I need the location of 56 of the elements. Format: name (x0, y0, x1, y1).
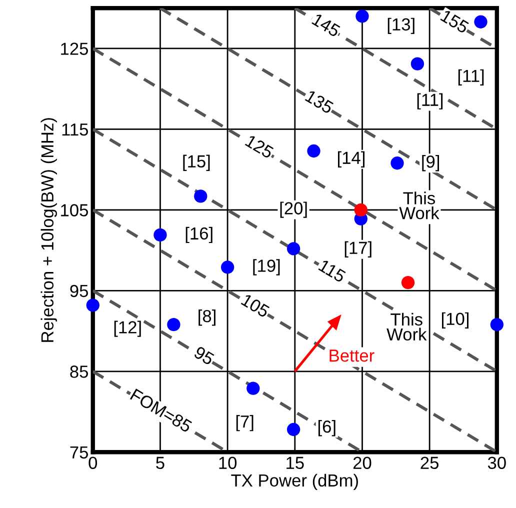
annotation: [11] (417, 93, 443, 110)
annotation: [12] (114, 320, 141, 337)
point (390, 156, 404, 170)
y-tick-label: 85 (70, 366, 88, 378)
annotation: Better (330, 350, 374, 362)
point (354, 203, 368, 217)
x-tick-label: 25 (420, 456, 438, 470)
point (410, 57, 424, 70)
x-tick-label: 0 (88, 456, 98, 470)
point (490, 318, 504, 332)
annotation: This Work (399, 192, 440, 220)
annotation: [6] (318, 420, 336, 436)
point (401, 276, 415, 290)
point (356, 10, 369, 23)
text: 125 (244, 134, 274, 159)
text: 135 (304, 90, 334, 114)
annotation: [17] (344, 241, 372, 258)
annotation: [9] (422, 155, 439, 172)
annotation: [7] (236, 414, 254, 432)
point (86, 298, 100, 312)
x-axis-title: TX Power (dBm) (231, 474, 358, 490)
point (167, 318, 180, 332)
annotation: [15] (183, 154, 210, 171)
annotation: [8] (198, 310, 216, 326)
point (286, 422, 300, 436)
annotation: [13] (388, 18, 414, 34)
x-tick-label: 20 (353, 456, 372, 470)
text: 155 (440, 10, 470, 34)
point (246, 382, 260, 395)
annotation: [16] (186, 226, 212, 244)
annotation: [19] (253, 259, 280, 276)
x-tick-label: 5 (156, 456, 164, 470)
x-tick-label: 10 (219, 456, 237, 470)
annotation: [11] (458, 69, 484, 86)
text: 105 (240, 294, 270, 318)
y-tick-label: 95 (70, 284, 88, 298)
y-tick-label: 125 (61, 42, 88, 55)
y-axis-title: Rejection + 10log(BW) (MHz) (40, 118, 57, 342)
point (154, 228, 167, 242)
y-tick-label: 115 (62, 124, 88, 136)
annotation: This Work (386, 312, 427, 341)
text: 115 (318, 259, 346, 283)
y-tick-label: 75 (70, 446, 88, 459)
annotation: [10] (442, 312, 468, 328)
y-tick-label: 105 (61, 204, 88, 216)
annotation: [20] (280, 202, 307, 218)
point (220, 260, 234, 274)
text: 145 (312, 13, 341, 38)
text: 95 (193, 346, 215, 366)
x-tick-label: 15 (286, 456, 304, 470)
point (286, 242, 300, 256)
annotation: [14] (338, 151, 364, 168)
point (307, 144, 320, 158)
x-tick-label: 30 (488, 456, 506, 470)
point (474, 15, 488, 28)
point (194, 190, 208, 203)
